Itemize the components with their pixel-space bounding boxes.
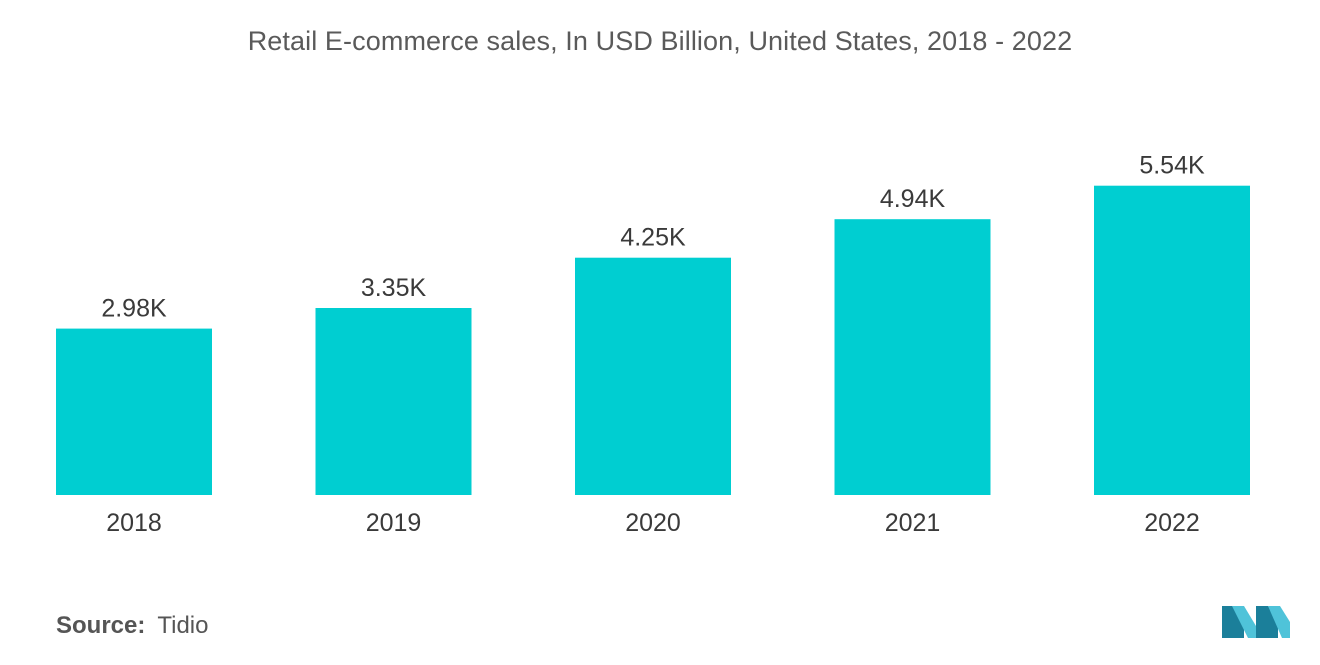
x-tick-2020: 2020 (625, 509, 681, 537)
source-note: Source: Tidio (56, 612, 209, 640)
bar-2022 (1094, 185, 1250, 495)
chart-title: Retail E-commerce sales, In USD Billion,… (247, 26, 1073, 56)
data-label-2022: 5.54K (1139, 152, 1205, 180)
data-label-2021: 4.94K (880, 185, 946, 213)
mordor-intelligence-logo-icon (1222, 606, 1290, 638)
x-tick-2018: 2018 (106, 509, 162, 537)
bar-2019 (315, 308, 472, 495)
bar-2021 (834, 219, 991, 495)
data-label-2019: 3.35K (361, 274, 427, 302)
bars-group (56, 185, 1250, 495)
source-label: Source: (56, 612, 146, 639)
data-labels-group: 2.98K 3.35K 4.25K 4.94K 5.54K (101, 152, 1205, 323)
bar-2020 (575, 257, 731, 495)
data-label-2020: 4.25K (620, 224, 686, 252)
bar-2018 (56, 328, 212, 495)
x-tick-2022: 2022 (1144, 509, 1200, 537)
x-tick-2019: 2019 (366, 509, 422, 537)
data-label-2018: 2.98K (101, 295, 167, 323)
source-value: Tidio (157, 612, 209, 639)
x-tick-2021: 2021 (885, 509, 941, 537)
x-axis-ticks: 2018 2019 2020 2021 2022 (106, 509, 1200, 537)
